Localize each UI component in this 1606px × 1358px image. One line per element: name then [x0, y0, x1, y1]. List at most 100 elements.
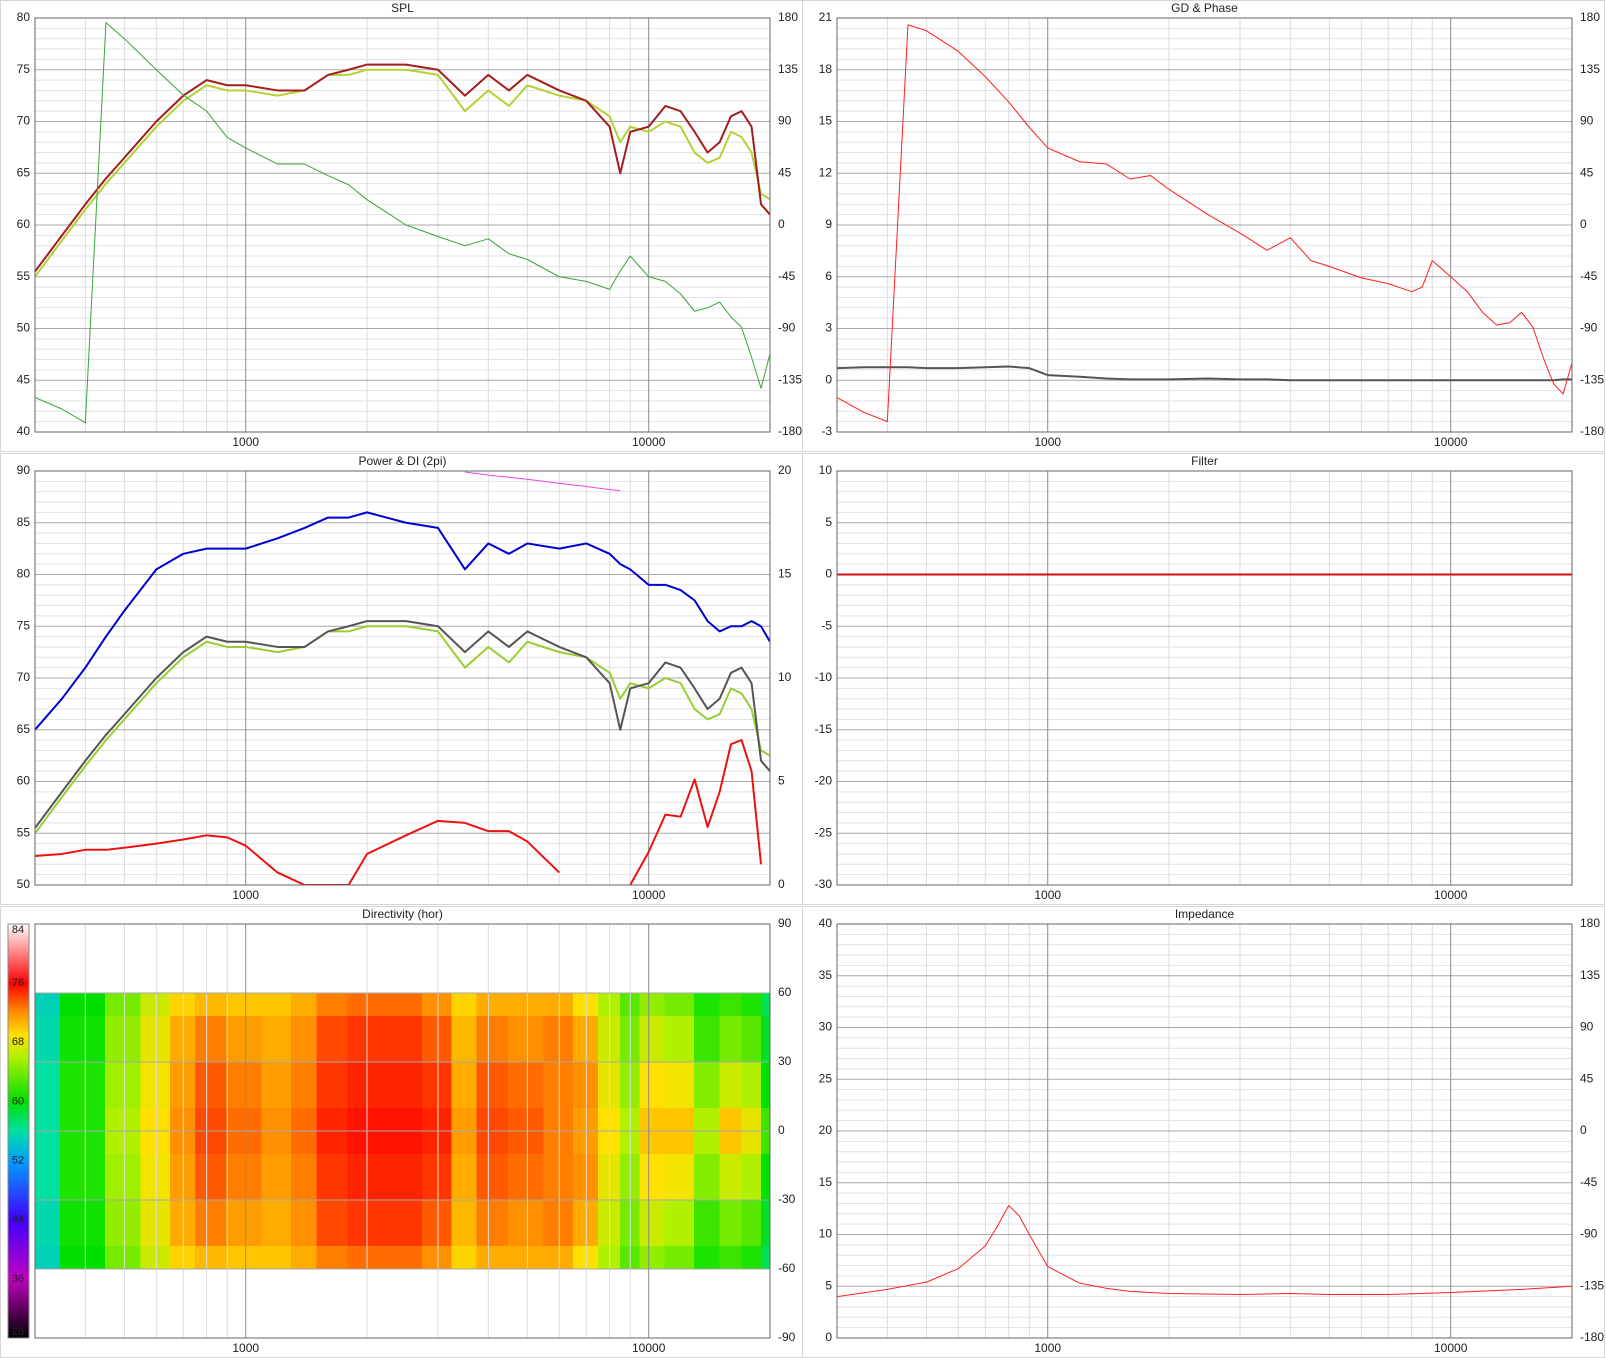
heat-cell: [261, 1154, 292, 1201]
heat-cell: [507, 1154, 544, 1201]
heat-cell: [639, 1016, 666, 1063]
y2-tick-label: -30: [778, 1192, 796, 1206]
y2-tick-label: 90: [1580, 114, 1594, 128]
heat-cell: [316, 993, 349, 1017]
plot-border: [836, 923, 1573, 1339]
y-tick-label: 75: [17, 618, 31, 632]
y2-tick-label: 90: [778, 114, 792, 128]
x-tick-label: 10000: [632, 1341, 666, 1355]
y-tick-label: 9: [825, 217, 832, 231]
y2-tick-label: 30: [778, 1054, 792, 1068]
heat-cell: [507, 1062, 544, 1109]
heat-cell: [140, 1062, 171, 1109]
heat-cell: [741, 1154, 762, 1201]
heat-cell: [104, 1200, 141, 1247]
heat-cell: [694, 1200, 720, 1247]
y2-tick-label: -90: [1580, 1227, 1598, 1241]
heat-cell: [639, 1154, 666, 1201]
heat-cell: [291, 1200, 317, 1247]
x-tick-label: 1000: [232, 888, 259, 902]
heat-cell: [226, 993, 263, 1017]
y-tick-label: 60: [17, 217, 31, 231]
colorbar-tick-label: 36: [12, 1273, 24, 1285]
heat-cell: [760, 1154, 770, 1201]
heat-cell: [694, 1154, 720, 1201]
heat-cell: [741, 1016, 762, 1063]
y-tick-label: -30: [815, 877, 833, 891]
heat-cell: [543, 1154, 574, 1201]
colorbar-tick-label: 68: [12, 1036, 24, 1048]
chart-title: Power & DI (2pi): [358, 454, 446, 468]
y2-tick-label: 180: [778, 10, 798, 24]
plot-border: [34, 470, 771, 886]
heat-cell: [572, 1016, 599, 1063]
x-tick-label: 10000: [632, 888, 666, 902]
y2-tick-label: 45: [1580, 1071, 1594, 1085]
y2-tick-label: -45: [1580, 269, 1598, 283]
heat-cell: [741, 1246, 762, 1270]
heat-cell: [639, 1062, 666, 1109]
heat-cell: [476, 1016, 509, 1063]
y-tick-label: 85: [17, 515, 31, 529]
y2-tick-label: 135: [1580, 62, 1600, 76]
heat-cell: [451, 1154, 478, 1201]
y2-tick-label: 135: [778, 62, 798, 76]
colorbar-tick-label: 76: [12, 977, 24, 989]
heat-cell: [60, 993, 106, 1017]
heat-cell: [60, 1200, 106, 1247]
heat-cell: [291, 1016, 317, 1063]
heat-cell: [422, 1154, 453, 1201]
y-tick-label: 25: [819, 1071, 833, 1085]
heat-cell: [386, 1062, 423, 1109]
y2-tick-label: 5: [778, 774, 785, 788]
y-tick-label: 6: [825, 269, 832, 283]
heat-cell: [741, 1062, 762, 1109]
y-tick-label: 5: [825, 1278, 832, 1292]
heat-cell: [543, 1062, 574, 1109]
heat-cell: [760, 1062, 770, 1109]
y2-tick-label: 10: [778, 670, 792, 684]
y2-tick-label: 90: [1580, 1020, 1594, 1034]
heat-cell: [760, 1246, 770, 1270]
y2-tick-label: -135: [1580, 372, 1604, 386]
y2-tick-label: -180: [1580, 424, 1604, 438]
heat-cell: [386, 1246, 423, 1270]
series-line: [35, 22, 770, 424]
heat-cell: [226, 1200, 263, 1247]
heat-cell: [719, 993, 742, 1017]
plot-border: [836, 470, 1573, 886]
y2-tick-label: 15: [778, 567, 792, 581]
y2-tick-label: 135: [1580, 968, 1600, 982]
y-tick-label: 80: [17, 10, 31, 24]
y2-tick-label: 0: [1580, 1123, 1587, 1137]
y2-tick-label: 20: [778, 463, 792, 477]
heat-cell: [194, 1246, 227, 1270]
heat-cell: [694, 1062, 720, 1109]
y-tick-label: 65: [17, 722, 31, 736]
y2-tick-label: -135: [1580, 1278, 1604, 1292]
heat-cell: [476, 1062, 509, 1109]
heat-cell: [451, 1200, 478, 1247]
y-tick-label: 80: [17, 567, 31, 581]
heat-cell: [507, 993, 544, 1017]
y-tick-label: 15: [819, 114, 833, 128]
heat-cell: [226, 1154, 263, 1201]
heat-cell: [261, 1062, 292, 1109]
y-tick-label: 0: [825, 567, 832, 581]
heat-cell: [291, 1062, 317, 1109]
heat-cell: [664, 1200, 695, 1247]
colorbar: [7, 923, 30, 1339]
series-line: [35, 625, 770, 834]
heat-cell: [35, 1062, 61, 1109]
y-tick-label: 75: [17, 62, 31, 76]
heat-cell: [226, 1246, 263, 1270]
heat-cell: [291, 1154, 317, 1201]
y2-tick-label: 180: [1580, 10, 1600, 24]
heat-cell: [422, 1246, 453, 1270]
y-tick-label: 10: [819, 463, 833, 477]
y2-tick-label: 0: [1580, 217, 1587, 231]
heat-cell: [543, 1016, 574, 1063]
heat-cell: [60, 1016, 106, 1063]
heat-cell: [451, 1062, 478, 1109]
